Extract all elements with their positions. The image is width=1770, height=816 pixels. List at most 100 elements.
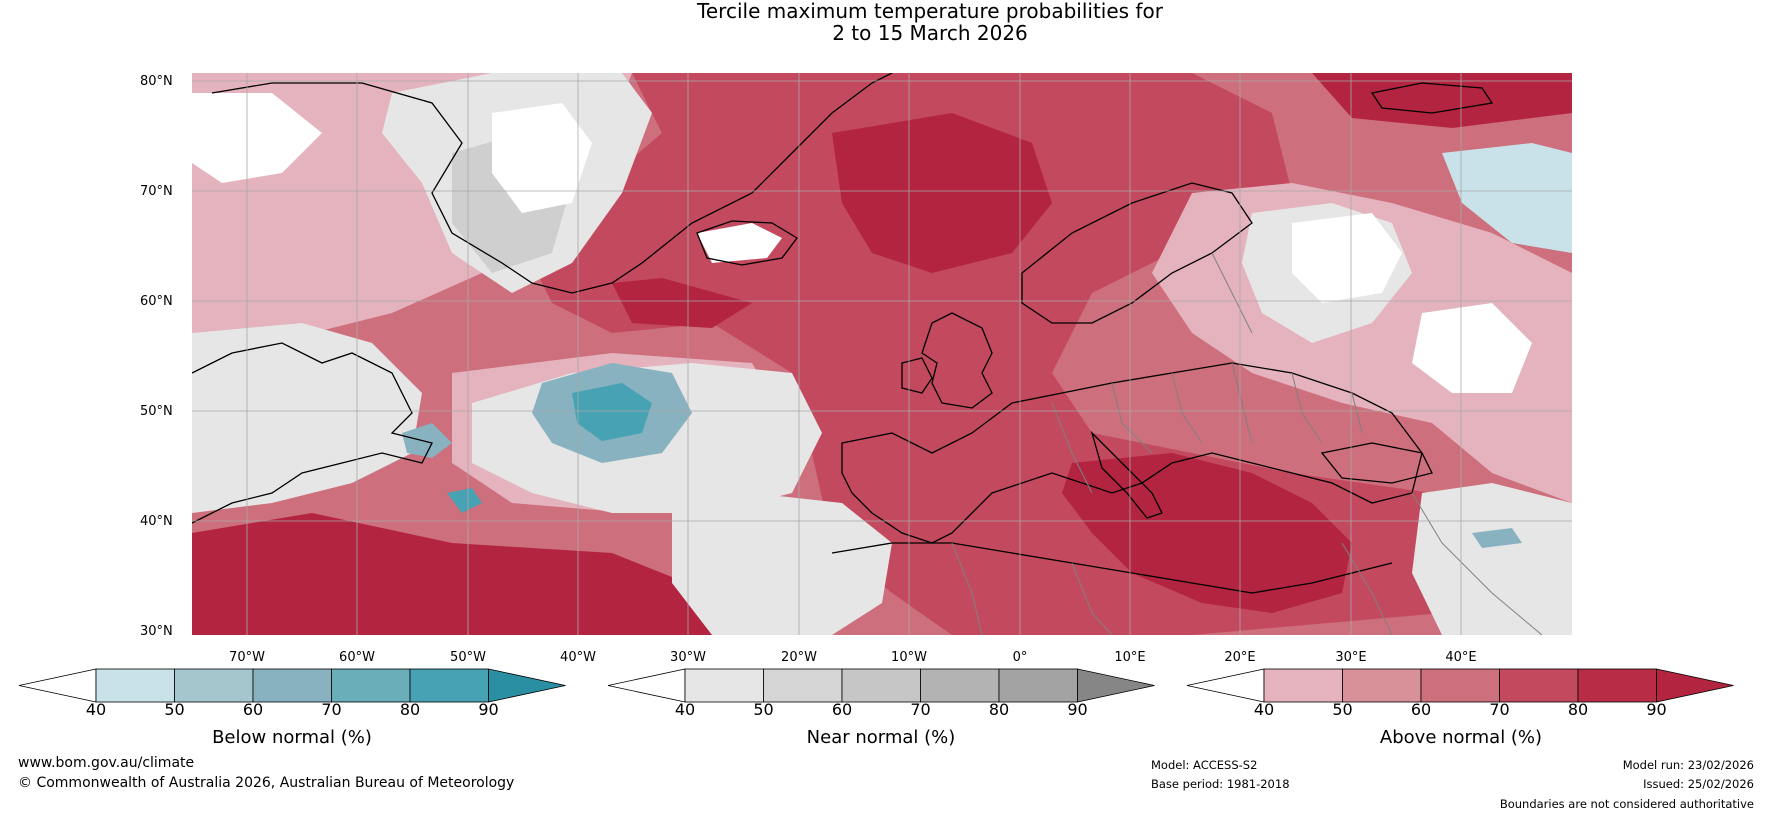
lon-label-40e: 40°E bbox=[1445, 650, 1477, 665]
lon-label-70w: 70°W bbox=[229, 650, 265, 665]
colorbar-near-segment bbox=[920, 668, 1000, 703]
colorbar-below-svg bbox=[18, 668, 566, 703]
lat-label-40n: 40°N bbox=[140, 514, 173, 529]
lon-label-30e: 30°E bbox=[1335, 650, 1367, 665]
colorbar-above-tick: 90 bbox=[1646, 700, 1667, 719]
colorbar-near-segment bbox=[841, 668, 921, 703]
region-below-atlantic-core bbox=[572, 383, 652, 441]
region-above-max-iceland-sea bbox=[832, 113, 1052, 273]
colorbar-near-normal bbox=[607, 668, 1156, 707]
footer-issued: Issued: 25/02/2026 bbox=[1643, 777, 1754, 791]
colorbar-below-normal bbox=[18, 668, 567, 707]
colorbar-near-label: Near normal (%) bbox=[806, 727, 956, 748]
region-above-max-barents bbox=[1312, 73, 1572, 128]
colorbar-below-tick: 60 bbox=[242, 700, 264, 719]
region-above-max-greenland-tip bbox=[612, 278, 752, 328]
footer-website: www.bom.gov.au/climate bbox=[18, 755, 195, 771]
colorbar-below-tick: 90 bbox=[478, 700, 499, 719]
coast-canada bbox=[192, 342, 433, 524]
coast-black-sea bbox=[1320, 442, 1433, 484]
colorbar-near-tick: 40 bbox=[674, 700, 696, 719]
lon-label-20e: 20°E bbox=[1224, 650, 1256, 665]
colorbar-near-segment bbox=[998, 668, 1078, 703]
colorbar-above-tick: 50 bbox=[1332, 700, 1353, 719]
footer-model-run: Model run: 23/02/2026 bbox=[1622, 758, 1754, 772]
lat-label-50n: 50°N bbox=[140, 404, 173, 419]
colorbar-above-tick: 80 bbox=[1567, 700, 1589, 719]
colorbar-below-tick: 40 bbox=[85, 700, 107, 719]
lon-label-10w: 10°W bbox=[891, 650, 927, 665]
lon-label-10e: 10°E bbox=[1114, 650, 1146, 665]
footer-disclaimer: Boundaries are not considered authoritat… bbox=[1499, 797, 1754, 811]
lat-label-30n: 30°N bbox=[140, 624, 173, 639]
lat-label-80n: 80°N bbox=[140, 74, 173, 89]
title-line-2: 2 to 15 March 2026 bbox=[832, 21, 1028, 45]
coast-italy bbox=[1090, 430, 1163, 519]
region-near-labrador bbox=[192, 323, 422, 513]
colorbar-below-segment bbox=[95, 668, 175, 703]
region-white-canada bbox=[192, 93, 322, 183]
lon-label-20w: 20°W bbox=[781, 650, 817, 665]
coast-novaya bbox=[1370, 82, 1494, 114]
region-below-small-west bbox=[402, 423, 452, 458]
footer-copyright: © Commonwealth of Australia 2026, Austra… bbox=[18, 775, 515, 791]
colorbar-near-tick: 70 bbox=[910, 700, 931, 719]
colorbar-near-tick: 50 bbox=[753, 700, 774, 719]
coast-ireland bbox=[901, 357, 933, 394]
lat-label-60n: 60°N bbox=[140, 294, 173, 309]
colorbar-below-min-arrow bbox=[18, 668, 97, 703]
colorbar-below-tick: 70 bbox=[321, 700, 342, 719]
colorbar-above-normal bbox=[1186, 668, 1735, 707]
region-below-small-west-2 bbox=[447, 488, 482, 513]
colorbar-above-svg bbox=[1186, 668, 1734, 703]
colorbar-near-max-arrow bbox=[1077, 668, 1155, 703]
coast-britain bbox=[921, 312, 993, 409]
colorbar-near-min-arrow bbox=[607, 668, 686, 703]
lon-label-50w: 50°W bbox=[450, 650, 486, 665]
colorbar-above-segment bbox=[1499, 668, 1579, 703]
colorbar-below-segment bbox=[252, 668, 332, 703]
colorbar-near-segment bbox=[684, 668, 764, 703]
colorbar-above-segment bbox=[1342, 668, 1422, 703]
colorbar-above-label: Above normal (%) bbox=[1379, 727, 1543, 748]
region-white-iceland bbox=[697, 223, 782, 263]
footer-base-period: Base period: 1981-2018 bbox=[1151, 777, 1290, 791]
colorbar-below-segment bbox=[331, 668, 411, 703]
lon-label-60w: 60°W bbox=[339, 650, 375, 665]
colorbar-below-segment bbox=[174, 668, 254, 703]
footer-model: Model: ACCESS-S2 bbox=[1151, 758, 1258, 772]
colorbar-near-tick: 60 bbox=[831, 700, 853, 719]
colorbar-below-segment bbox=[409, 668, 489, 703]
region-below-arctic-russia bbox=[1442, 143, 1572, 253]
colorbar-above-tick: 70 bbox=[1489, 700, 1510, 719]
region-near-middle-east bbox=[1412, 483, 1572, 635]
colorbar-above-segment bbox=[1263, 668, 1343, 703]
colorbar-above-segment bbox=[1577, 668, 1657, 703]
colorbar-below-label: Below normal (%) bbox=[212, 727, 372, 748]
region-above-max-southwest bbox=[192, 513, 752, 635]
lon-label-40w: 40°W bbox=[560, 650, 596, 665]
coast-iceland bbox=[696, 220, 798, 266]
colorbar-near-tick: 90 bbox=[1067, 700, 1088, 719]
colorbar-below-max-arrow bbox=[488, 668, 566, 703]
lat-label-70n: 70°N bbox=[140, 184, 173, 199]
colorbar-above-tick: 40 bbox=[1253, 700, 1275, 719]
region-near-africa bbox=[672, 493, 892, 635]
forecast-map bbox=[192, 73, 1572, 635]
lon-label-0: 0° bbox=[1012, 650, 1028, 665]
colorbar-near-svg bbox=[607, 668, 1155, 703]
coast-europe bbox=[841, 362, 1423, 544]
region-white-russia bbox=[1412, 303, 1532, 393]
colorbar-near-segment bbox=[763, 668, 843, 703]
colorbar-below-tick: 80 bbox=[399, 700, 421, 719]
graticule bbox=[192, 73, 1572, 635]
region-below-east bbox=[1472, 528, 1522, 548]
region-white-greenland bbox=[492, 103, 592, 213]
colorbar-above-segment bbox=[1420, 668, 1500, 703]
region-white-fennoscandia bbox=[1292, 213, 1402, 303]
colorbar-above-min-arrow bbox=[1186, 668, 1265, 703]
lon-label-30w: 30°W bbox=[670, 650, 706, 665]
colorbar-above-max-arrow bbox=[1656, 668, 1734, 703]
title-line-1: Tercile maximum temperature probabilitie… bbox=[697, 0, 1163, 23]
coast-africa bbox=[831, 542, 1393, 594]
